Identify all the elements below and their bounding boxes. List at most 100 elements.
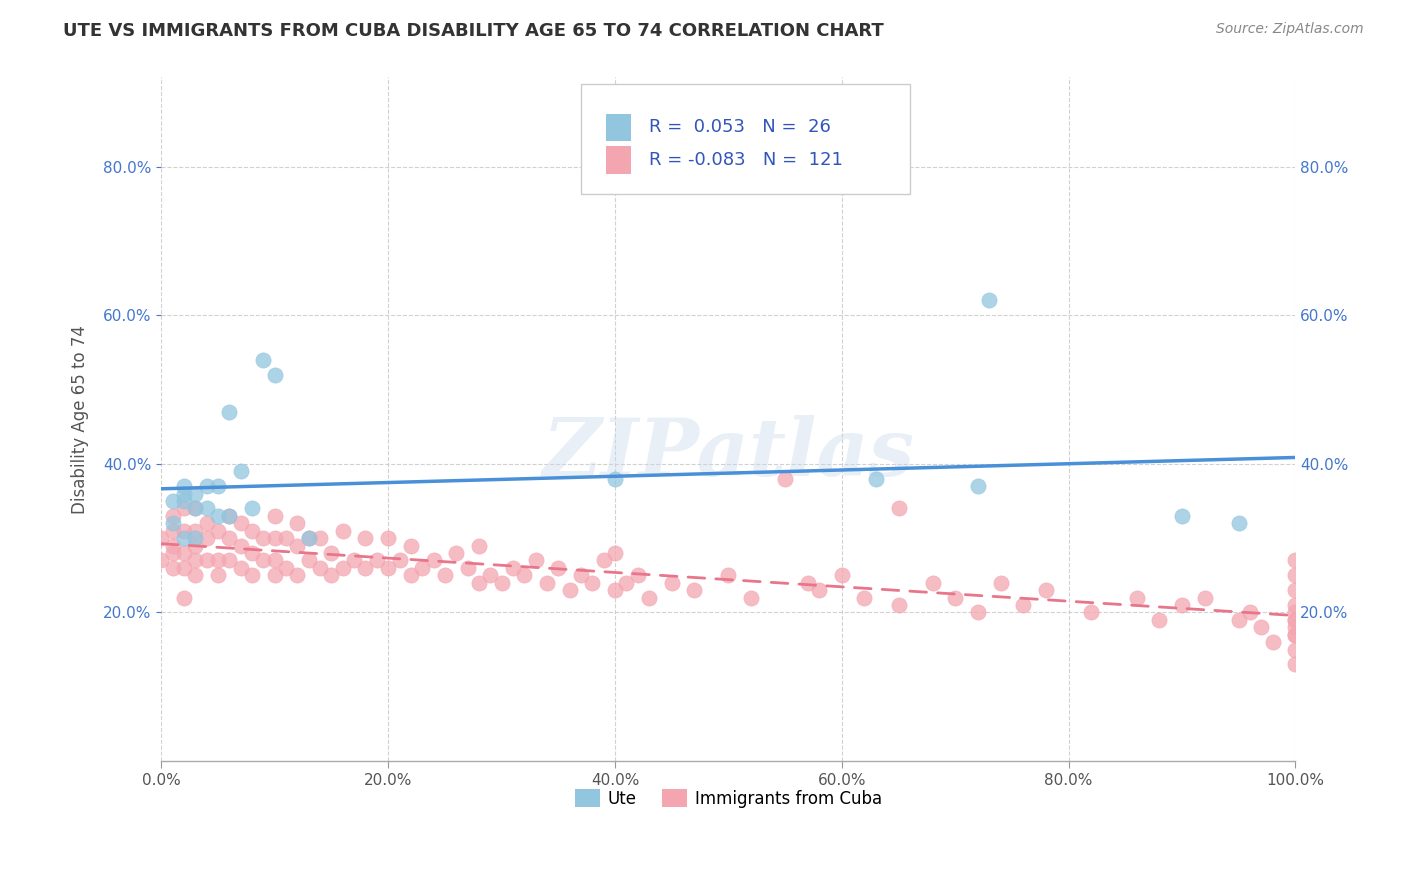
Text: ZIPatlas: ZIPatlas: [543, 415, 914, 492]
Y-axis label: Disability Age 65 to 74: Disability Age 65 to 74: [72, 325, 89, 514]
Point: [287, 539, 309, 553]
Point: [1284, 613, 1306, 627]
Point: [1284, 628, 1306, 642]
Text: UTE VS IMMIGRANTS FROM CUBA DISABILITY AGE 65 TO 74 CORRELATION CHART: UTE VS IMMIGRANTS FROM CUBA DISABILITY A…: [63, 22, 884, 40]
Point: [411, 561, 433, 575]
Text: R =  0.053   N =  26: R = 0.053 N = 26: [650, 119, 831, 136]
Point: [184, 501, 207, 516]
Point: [309, 531, 332, 545]
Point: [1012, 598, 1035, 612]
Point: [661, 575, 683, 590]
Point: [173, 486, 195, 500]
Point: [162, 516, 184, 531]
Point: [287, 516, 309, 531]
Point: [943, 591, 966, 605]
Point: [229, 539, 252, 553]
Point: [218, 405, 240, 419]
Point: [354, 531, 377, 545]
Point: [240, 524, 263, 538]
Point: [162, 561, 184, 575]
Point: [1149, 613, 1171, 627]
Point: [457, 561, 479, 575]
Point: [1227, 613, 1250, 627]
Point: [173, 501, 195, 516]
Point: [162, 546, 184, 560]
Point: [887, 501, 910, 516]
Point: [683, 583, 706, 598]
Point: [614, 575, 637, 590]
Point: [195, 516, 218, 531]
Point: [173, 531, 195, 545]
Point: [1171, 508, 1194, 523]
Point: [184, 553, 207, 567]
Point: [150, 553, 173, 567]
Point: [184, 531, 207, 545]
Point: [377, 531, 399, 545]
Point: [263, 508, 285, 523]
Point: [343, 553, 366, 567]
Point: [207, 524, 229, 538]
Point: [967, 606, 990, 620]
Point: [502, 561, 524, 575]
Point: [921, 575, 943, 590]
Point: [1284, 583, 1306, 598]
Point: [399, 568, 422, 582]
Point: [603, 472, 626, 486]
Point: [569, 568, 592, 582]
Point: [287, 568, 309, 582]
Point: [263, 368, 285, 382]
Point: [1284, 613, 1306, 627]
Point: [298, 531, 321, 545]
Point: [1171, 598, 1194, 612]
Point: [184, 501, 207, 516]
Point: [240, 501, 263, 516]
Point: [173, 494, 195, 508]
Point: [218, 553, 240, 567]
Point: [218, 531, 240, 545]
Point: [240, 546, 263, 560]
Point: [263, 553, 285, 567]
Point: [229, 516, 252, 531]
Point: [1284, 628, 1306, 642]
Point: [399, 539, 422, 553]
Point: [513, 568, 536, 582]
Point: [252, 553, 274, 567]
Point: [195, 501, 218, 516]
Point: [263, 531, 285, 545]
Point: [1080, 606, 1102, 620]
Point: [967, 479, 990, 493]
Point: [240, 568, 263, 582]
Point: [1284, 620, 1306, 634]
Point: [433, 568, 456, 582]
Point: [979, 293, 1001, 308]
Point: [1284, 568, 1306, 582]
Point: [252, 352, 274, 367]
Point: [627, 568, 650, 582]
Point: [1250, 620, 1272, 634]
Point: [218, 508, 240, 523]
Point: [274, 561, 297, 575]
Point: [536, 575, 558, 590]
Point: [1227, 516, 1250, 531]
Point: [638, 591, 661, 605]
Point: [184, 486, 207, 500]
Point: [603, 583, 626, 598]
Point: [468, 575, 491, 590]
Point: [491, 575, 513, 590]
Point: [298, 553, 321, 567]
Point: [1125, 591, 1147, 605]
Point: [354, 561, 377, 575]
Point: [195, 531, 218, 545]
Point: [1261, 635, 1284, 649]
Point: [173, 546, 195, 560]
Point: [184, 524, 207, 538]
Point: [309, 561, 332, 575]
Text: R = -0.083   N =  121: R = -0.083 N = 121: [650, 151, 842, 169]
Point: [173, 479, 195, 493]
Point: [162, 539, 184, 553]
Point: [173, 591, 195, 605]
Point: [1284, 598, 1306, 612]
Point: [332, 524, 354, 538]
Point: [184, 539, 207, 553]
Point: [1284, 657, 1306, 672]
